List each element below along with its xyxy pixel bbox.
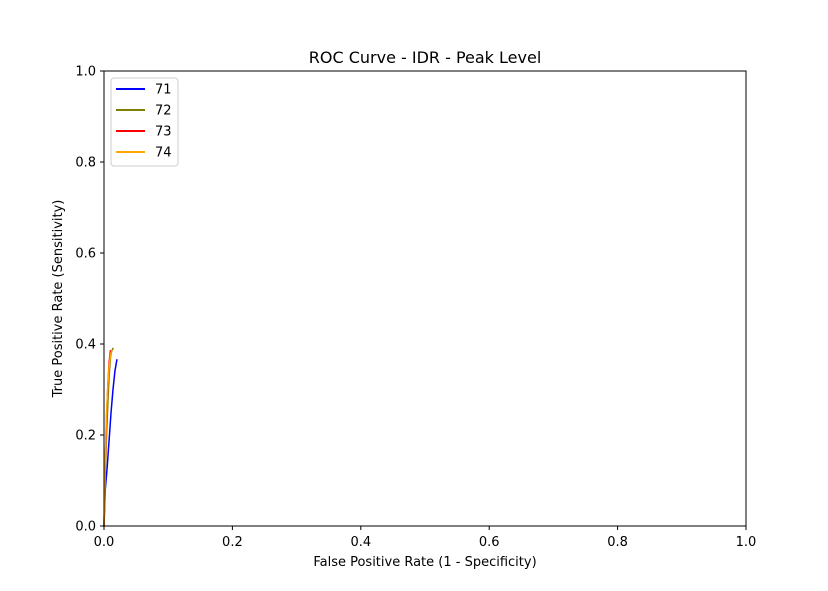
legend-label-72: 72 bbox=[155, 104, 172, 119]
y-tick-label: 1.0 bbox=[75, 65, 96, 80]
y-tick-label: 0.2 bbox=[75, 429, 96, 444]
legend: 71 72 73 74 bbox=[110, 77, 179, 167]
x-tick-label: 0.8 bbox=[607, 535, 628, 550]
y-axis-label: True Positive Rate (Sensitivity) bbox=[51, 200, 66, 399]
y-tick-label: 0.6 bbox=[75, 247, 96, 262]
x-tick-label: 0.6 bbox=[479, 535, 500, 550]
legend-label-71: 71 bbox=[155, 83, 172, 98]
legend-label-73: 73 bbox=[155, 125, 172, 140]
x-tick-label: 0.2 bbox=[222, 535, 243, 550]
chart-title: ROC Curve - IDR - Peak Level bbox=[309, 48, 542, 67]
y-tick-label: 0.4 bbox=[75, 338, 96, 353]
y-tick-label: 0.0 bbox=[75, 520, 96, 535]
y-tick-label: 0.8 bbox=[75, 156, 96, 171]
x-tick-label: 0.0 bbox=[94, 535, 115, 550]
series-line-74 bbox=[103, 349, 113, 527]
plot-frame bbox=[103, 70, 747, 527]
x-tick-label: 1.0 bbox=[736, 535, 757, 550]
x-tick-label: 0.4 bbox=[350, 535, 371, 550]
x-axis-ticks: 0.0 0.2 0.4 0.6 0.8 1.0 bbox=[94, 526, 757, 550]
legend-box bbox=[110, 77, 179, 167]
series-layer bbox=[103, 347, 118, 527]
legend-label-74: 74 bbox=[155, 146, 172, 161]
x-axis-label: False Positive Rate (1 - Specificity) bbox=[313, 555, 536, 570]
y-axis-ticks: 0.0 0.2 0.4 0.6 0.8 1.0 bbox=[75, 65, 104, 535]
